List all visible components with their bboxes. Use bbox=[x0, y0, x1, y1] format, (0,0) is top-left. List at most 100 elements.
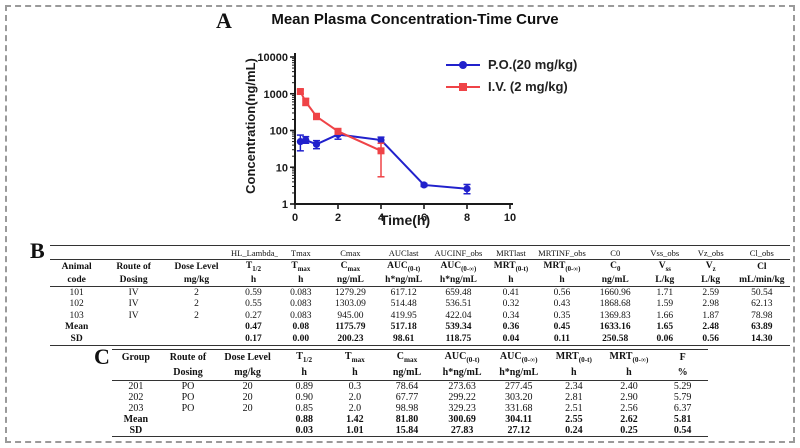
iv-series-marker bbox=[313, 113, 320, 121]
table-cell: PO bbox=[181, 403, 195, 414]
table-header-cell: AUC(0-t) bbox=[433, 349, 491, 365]
x-tick-label: 0 bbox=[292, 212, 298, 224]
table-row: 102 IV 2 0.55 0.083 1303.09 514.48 536.51 0.32 0.… bbox=[50, 299, 790, 311]
table-cell: 20 bbox=[242, 403, 253, 414]
table-header-cell: AUC(0-∞) bbox=[490, 349, 548, 365]
chart-plot-area: 1 10 100 1000 10000 0 2 4 6 8 10 bbox=[257, 52, 516, 224]
po-series-marker bbox=[420, 181, 428, 189]
table-cell: 1.65 bbox=[656, 322, 674, 333]
table-cell: 0.89 bbox=[295, 381, 313, 392]
table-cell: 0.34 bbox=[502, 310, 520, 321]
table-cell: 277.45 bbox=[504, 381, 533, 392]
table-header-cell: C0 bbox=[610, 260, 621, 273]
table-cell: 250.58 bbox=[588, 333, 642, 346]
table-param-header-row: Group Route of Dose Level T1/2 Tmax Cmax AUC(0… bbox=[112, 349, 708, 365]
iv-series-marker bbox=[377, 147, 385, 155]
x-tick-label: 4 bbox=[378, 212, 385, 224]
table-cell: IV bbox=[128, 287, 139, 298]
x-tick-label: 8 bbox=[464, 212, 470, 224]
table-header-cell: ng/mL bbox=[323, 273, 378, 287]
table-cell: 5.81 bbox=[673, 414, 692, 425]
table-cell: 20 bbox=[242, 381, 253, 392]
table-row: 101 IV 2 0.59 0.083 1279.29 617.12 659.48 0.41 0.… bbox=[50, 287, 790, 299]
table-cell: 1868.68 bbox=[599, 299, 631, 310]
table-cell: 617.12 bbox=[390, 287, 417, 298]
table-header-cell: AUC(0-t) bbox=[387, 260, 421, 273]
x-tick-label: 2 bbox=[335, 212, 341, 224]
table-cell: 539.34 bbox=[445, 322, 472, 333]
table-cell: IV bbox=[128, 310, 139, 321]
table-cell: SD bbox=[112, 425, 160, 437]
table-header-cell bbox=[112, 365, 160, 381]
table-cell: 1660.96 bbox=[599, 287, 631, 298]
table-cell: 0.25 bbox=[600, 425, 658, 437]
table-header-cell: h bbox=[278, 365, 330, 381]
table-header-cell: Route of bbox=[116, 261, 151, 272]
table-cell: PO bbox=[181, 381, 195, 392]
table-cell: 304.11 bbox=[505, 414, 533, 425]
table-cell: 103 bbox=[69, 310, 84, 321]
iv-pk-table: HL_Lambda_ Tmax Cmax AUClast AUCINF_obs MRTla… bbox=[50, 245, 790, 346]
table-cell: 81.80 bbox=[395, 414, 419, 425]
table-cell: 50.54 bbox=[751, 287, 773, 298]
table-header-cell: AUC(0-∞) bbox=[440, 260, 477, 273]
table-header-cell: T1/2 bbox=[278, 349, 330, 365]
table-header-cell bbox=[103, 245, 164, 260]
po-series-marker bbox=[377, 136, 385, 144]
table-header-cell: h bbox=[600, 365, 658, 381]
table-cell: 1303.09 bbox=[334, 299, 366, 310]
table-header-cell: Dose Level bbox=[174, 261, 219, 272]
chart-title: Mean Plasma Concentration-Time Curve bbox=[271, 11, 559, 28]
table-header-cell: L/kg bbox=[687, 273, 734, 287]
table-cell: 0.43 bbox=[553, 299, 571, 310]
table-cell: 1175.79 bbox=[335, 322, 366, 333]
table-cell bbox=[164, 322, 229, 334]
table-header-cell: MRTINF_obs bbox=[535, 245, 589, 260]
table-header-cell: h*ng/mL bbox=[433, 365, 491, 381]
table-cell: 2.62 bbox=[620, 414, 638, 425]
table-header-cell: MRT(0-t) bbox=[493, 260, 529, 273]
panel-a-label: A bbox=[216, 8, 232, 33]
table-header-cell: AUCINF_obs bbox=[430, 245, 487, 260]
table-unit-header-row: Dosing mg/kg h h ng/mL h*ng/mL h*ng/mL h h% bbox=[112, 365, 708, 381]
table-header-cell: Tmax bbox=[291, 260, 311, 273]
table-cell: 2.40 bbox=[620, 381, 638, 392]
table-header-cell: h bbox=[229, 273, 278, 287]
table-header-cell: Cl bbox=[757, 261, 767, 272]
table-cell: 0.90 bbox=[295, 392, 313, 403]
table-cell: 78.64 bbox=[395, 381, 419, 392]
po-series-marker bbox=[302, 136, 310, 144]
table-cell: 0.03 bbox=[278, 425, 330, 437]
table-unit-header-row: code Dosing mg/kg h h ng/mL h*ng/mL h*ng/mL h h ng… bbox=[50, 273, 790, 287]
table-header-cell: Route of bbox=[159, 349, 217, 365]
table-header-cell: Dose Level bbox=[216, 349, 279, 365]
table-cell: 2.55 bbox=[565, 414, 583, 425]
legend-label-po: P.O.(20 mg/kg) bbox=[488, 57, 578, 72]
table-cell bbox=[103, 322, 164, 334]
table-cell: 0.45 bbox=[553, 322, 571, 333]
table-cell: 2.34 bbox=[565, 381, 583, 392]
table-cell: 1.01 bbox=[329, 425, 381, 437]
table-cell: 0.24 bbox=[547, 425, 601, 437]
table-cell: PO bbox=[181, 392, 195, 403]
table-row: 202 PO 20 0.90 2.0 67.77 299.22 303.20 2.81 2.90 5… bbox=[112, 392, 708, 403]
legend-item-po: P.O.(20 mg/kg) bbox=[446, 57, 577, 72]
table-header-cell: h bbox=[535, 273, 589, 287]
table-cell: 67.77 bbox=[395, 392, 419, 403]
table-cell: 2.48 bbox=[702, 322, 719, 333]
x-axis-label: Time(h) bbox=[379, 212, 431, 228]
table-cell: 98.98 bbox=[395, 403, 419, 414]
y-tick-label: 10000 bbox=[257, 52, 288, 64]
table-header-cell: Animal bbox=[61, 261, 92, 272]
table-header-cell: Vz_obs bbox=[687, 245, 734, 260]
table-cell: Mean bbox=[123, 414, 149, 425]
y-tick-label: 100 bbox=[270, 126, 288, 138]
iv-square-marker-icon bbox=[446, 81, 480, 93]
table-cell: 331.68 bbox=[504, 403, 533, 414]
po-pk-table-wrap: Group Route of Dose Level T1/2 Tmax Cmax AUC(0… bbox=[112, 349, 708, 437]
table-cell: 98.61 bbox=[377, 333, 431, 346]
table-header-cell: C0 bbox=[588, 245, 642, 260]
table-cell: 1.59 bbox=[656, 299, 674, 310]
table-cell: 1.71 bbox=[656, 287, 674, 298]
table-cell: 0.56 bbox=[687, 333, 734, 346]
